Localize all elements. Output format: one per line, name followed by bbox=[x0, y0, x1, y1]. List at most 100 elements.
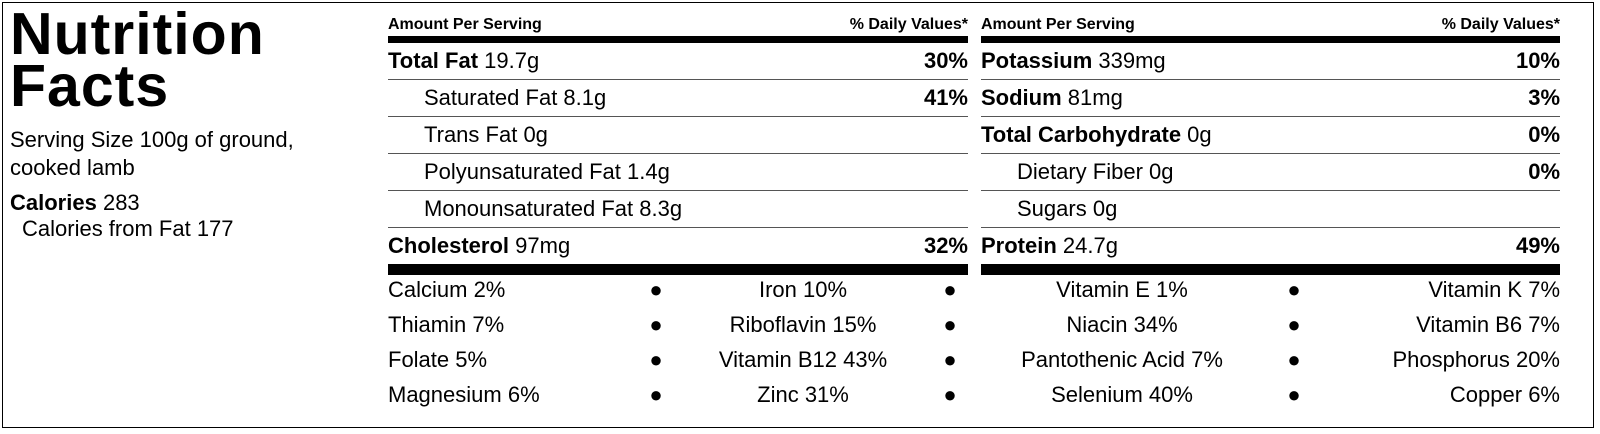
nutrient-daily-value: 0% bbox=[1528, 159, 1560, 184]
nutrient-label: Trans Fat bbox=[424, 122, 518, 147]
nutrient-row: Sugars 0g bbox=[981, 191, 1560, 228]
nutrient-amount: 0g bbox=[1142, 159, 1174, 184]
nutrient-row: Sodium 81mg 3% bbox=[981, 80, 1560, 117]
vitamin-item: Iron 10% bbox=[758, 276, 848, 302]
vitamin-item: Folate 5% bbox=[388, 346, 488, 372]
nutrient-amount: 8.1g bbox=[557, 85, 607, 110]
daily-values-label: % Daily Values* bbox=[1441, 16, 1560, 33]
calories-label: Calories bbox=[10, 190, 97, 215]
serving-size: Serving Size 100g of ground, cooked lamb bbox=[10, 127, 294, 180]
vitamin-item: Vitamin E 1% bbox=[1056, 276, 1188, 302]
nutrient-label: Monounsaturated Fat bbox=[424, 196, 634, 221]
nutrient-row: Total Fat 19.7g 30% bbox=[388, 43, 968, 80]
vitamin-item: Calcium 2% bbox=[388, 276, 506, 302]
nutrient-row: Potassium 339mg 10% bbox=[981, 43, 1560, 80]
nutrient-name: Total Carbohydrate 0g bbox=[981, 122, 1212, 148]
nutrient-name: Trans Fat 0g bbox=[388, 122, 548, 148]
vitamin-item: Vitamin B12 43% bbox=[718, 346, 888, 372]
nutrient-daily-value: 30% bbox=[923, 48, 968, 73]
calories-value: 283 bbox=[102, 190, 140, 215]
vitamin-item: Copper 6% bbox=[1449, 381, 1560, 407]
nutrient-daily-value: 32% bbox=[923, 233, 968, 258]
nutrient-rows: Potassium 339mg 10% Sodium 81mg 3% Total Car… bbox=[981, 43, 1560, 275]
bullet-separator: ● bbox=[943, 276, 957, 302]
nutrient-row: Monounsaturated Fat 8.3g bbox=[388, 191, 968, 228]
nutrient-row: Protein 24.7g 49% bbox=[981, 228, 1560, 275]
nutrient-name: Sugars 0g bbox=[981, 196, 1117, 222]
title: Nutrition Facts bbox=[10, 1, 370, 119]
vitamin-item: Vitamin B6 7% bbox=[1416, 311, 1560, 337]
nutrient-amount: 97mg bbox=[509, 233, 571, 258]
nutrient-name: Monounsaturated Fat 8.3g bbox=[388, 196, 682, 222]
nutrient-label: Sugars bbox=[1017, 196, 1087, 221]
nutrient-name: Total Fat 19.7g bbox=[388, 48, 539, 74]
nutrient-amount: 1.4g bbox=[620, 159, 670, 184]
bullet-separator: ● bbox=[943, 311, 957, 337]
panel-header: Amount Per Serving % Daily Values* bbox=[981, 8, 1560, 43]
amount-per-serving-label: Amount Per Serving bbox=[981, 16, 1135, 33]
nutrient-label: Polyunsaturated Fat bbox=[424, 159, 621, 184]
bullet-separator: ● bbox=[649, 311, 663, 337]
nutrient-name: Dietary Fiber 0g bbox=[981, 159, 1174, 185]
nutrient-name: Saturated Fat 8.1g bbox=[388, 85, 606, 111]
calories: Calories 283 bbox=[10, 190, 370, 216]
title-line-1: Nutrition bbox=[10, 1, 265, 67]
nutrient-daily-value: 49% bbox=[1515, 233, 1560, 258]
nutrient-name: Polyunsaturated Fat 1.4g bbox=[388, 159, 670, 185]
vitamin-item: Phosphorus 20% bbox=[1392, 346, 1560, 372]
nutrient-amount: 0g bbox=[1086, 196, 1118, 221]
nutrient-daily-value: 10% bbox=[1515, 48, 1560, 73]
bullet-separator: ● bbox=[1287, 346, 1301, 372]
vitamins-minerals: Calcium 2% ● Iron 10% ● Vitamin E 1% ● Vitamin… bbox=[388, 272, 1560, 412]
nutrient-amount: 19.7g bbox=[478, 48, 540, 73]
nutrient-label: Total Carbohydrate bbox=[981, 122, 1182, 147]
title-line-2: Facts bbox=[10, 53, 170, 119]
nutrient-row: Polyunsaturated Fat 1.4g bbox=[388, 154, 968, 191]
calories-from-fat: Calories from Fat 177 bbox=[22, 216, 234, 241]
nutrient-row: Total Carbohydrate 0g 0% bbox=[981, 117, 1560, 154]
label-summary: Nutrition Facts Serving Size 100g of gro… bbox=[10, 1, 370, 242]
bullet-separator: ● bbox=[943, 346, 957, 372]
vitamin-item: Pantothenic Acid 7% bbox=[1021, 346, 1223, 372]
nutrient-daily-value: 41% bbox=[923, 85, 968, 110]
nutrition-label bbox=[2, 2, 1594, 428]
vitamin-item: Zinc 31% bbox=[757, 381, 849, 407]
bullet-separator: ● bbox=[649, 276, 663, 302]
vitamin-row: Folate 5% ● Vitamin B12 43% ● Pantothenic Ac… bbox=[388, 342, 1560, 377]
bullet-separator: ● bbox=[943, 381, 957, 407]
nutrient-amount: 0g bbox=[517, 122, 548, 147]
nutrient-amount: 81mg bbox=[1061, 85, 1123, 110]
nutrient-name: Cholesterol 97mg bbox=[388, 233, 570, 259]
nutrient-label: Total Fat bbox=[388, 48, 479, 73]
bullet-separator: ● bbox=[649, 346, 663, 372]
nutrient-amount: 24.7g bbox=[1056, 233, 1118, 258]
nutrient-row: Trans Fat 0g bbox=[388, 117, 968, 154]
panel-header: Amount Per Serving % Daily Values* bbox=[388, 8, 968, 43]
amount-per-serving-label: Amount Per Serving bbox=[388, 16, 542, 33]
nutrient-label: Potassium bbox=[981, 48, 1093, 73]
nutrient-name: Potassium 339mg bbox=[981, 48, 1166, 74]
nutrient-row: Saturated Fat 8.1g 41% bbox=[388, 80, 968, 117]
nutrient-label: Cholesterol bbox=[388, 233, 510, 258]
vitamin-row: Thiamin 7% ● Riboflavin 15% ● Niacin 34% ● Vit… bbox=[388, 307, 1560, 342]
nutrient-row: Cholesterol 97mg 32% bbox=[388, 228, 968, 275]
bullet-separator: ● bbox=[1287, 381, 1301, 407]
nutrient-label: Saturated Fat bbox=[424, 85, 558, 110]
vitamin-row: Magnesium 6% ● Zinc 31% ● Selenium 40% ● Coppe… bbox=[388, 377, 1560, 412]
vitamin-item: Vitamin K 7% bbox=[1428, 276, 1560, 302]
nutrient-amount: 339mg bbox=[1092, 48, 1166, 73]
nutrient-amount: 8.3g bbox=[633, 196, 683, 221]
vitamin-item: Magnesium 6% bbox=[388, 381, 540, 407]
nutrient-amount: 0g bbox=[1181, 122, 1212, 147]
bullet-separator: ● bbox=[1287, 311, 1301, 337]
nutrient-daily-value: 0% bbox=[1528, 122, 1560, 147]
vitamin-item: Niacin 34% bbox=[1066, 311, 1178, 337]
daily-values-label: % Daily Values* bbox=[849, 16, 968, 33]
nutrient-row: Dietary Fiber 0g 0% bbox=[981, 154, 1560, 191]
nutrient-rows: Total Fat 19.7g 30% Saturated Fat 8.1g 41% T… bbox=[388, 43, 968, 275]
nutrient-panel-left: Amount Per Serving % Daily Values* Total… bbox=[388, 8, 968, 275]
nutrient-name: Sodium 81mg bbox=[981, 85, 1123, 111]
nutrient-daily-value: 3% bbox=[1528, 85, 1560, 110]
vitamin-item: Thiamin 7% bbox=[388, 311, 505, 337]
nutrient-label: Dietary Fiber bbox=[1017, 159, 1143, 184]
